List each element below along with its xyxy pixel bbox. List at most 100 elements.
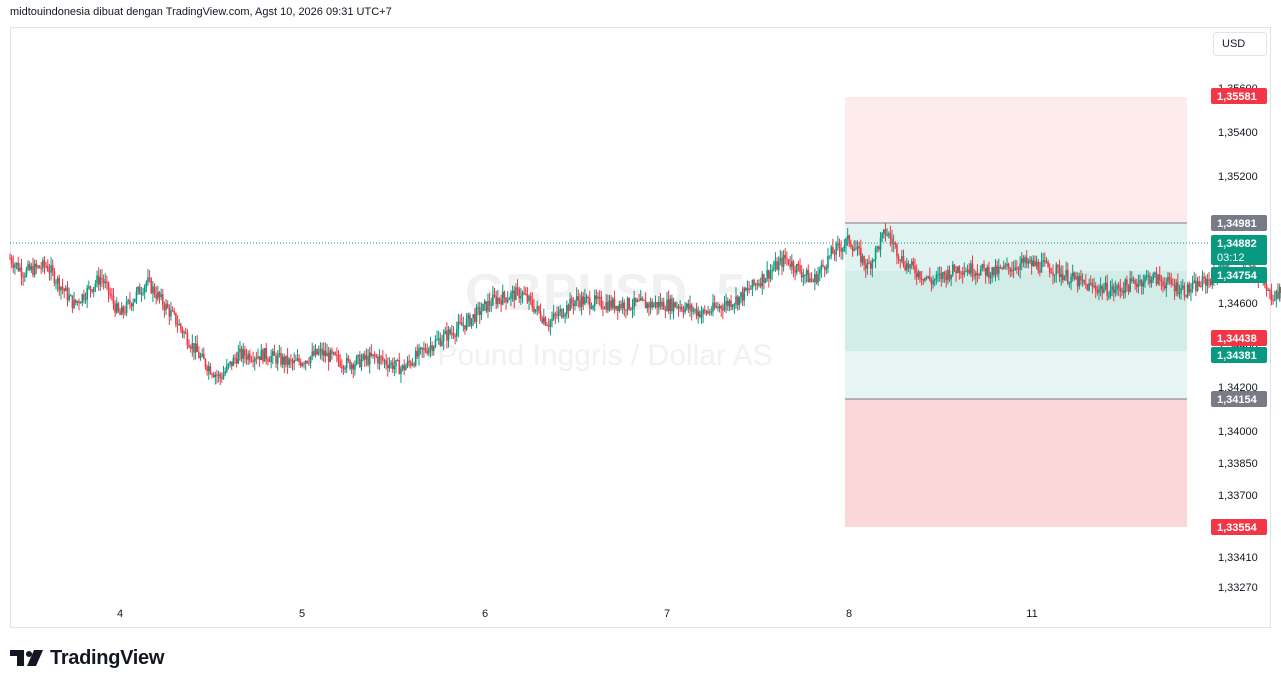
candle-body <box>198 351 200 359</box>
candle <box>229 360 231 368</box>
candle <box>104 273 107 289</box>
candle-body <box>298 358 300 362</box>
candle <box>1029 255 1031 264</box>
candle-body <box>848 235 851 244</box>
candle <box>86 284 88 308</box>
time-axis[interactable]: 4 5 6 7 8 11 <box>117 608 1038 620</box>
candle-body <box>293 360 295 364</box>
currency-button[interactable]: USD <box>1213 32 1267 56</box>
candle-body <box>817 274 819 283</box>
candle <box>134 298 136 303</box>
tradingview-logo[interactable]: TradingView <box>10 646 164 670</box>
candle <box>1178 284 1181 299</box>
candle <box>915 264 918 285</box>
candle <box>373 351 376 365</box>
candle <box>603 305 606 310</box>
candle-body <box>572 303 575 307</box>
candle-body <box>25 269 28 277</box>
candle-body <box>651 301 654 308</box>
candle <box>1277 283 1279 300</box>
candle <box>428 346 430 357</box>
candle-body <box>1162 281 1164 286</box>
candle <box>1047 259 1049 268</box>
candle <box>974 270 977 285</box>
candle <box>1088 278 1090 292</box>
candle <box>1048 263 1051 278</box>
candle <box>365 348 368 367</box>
candle-body <box>244 349 246 357</box>
candle <box>469 312 471 328</box>
candle-body <box>444 330 447 334</box>
candle <box>1076 272 1079 293</box>
candle-body <box>181 328 184 334</box>
candle-body <box>529 296 532 300</box>
candle <box>227 363 230 370</box>
candle-body <box>1045 261 1048 263</box>
candle <box>589 290 591 316</box>
candle-body <box>173 310 176 313</box>
candle-body <box>372 354 374 356</box>
candle <box>930 277 933 292</box>
candle <box>636 298 639 303</box>
candle-body <box>196 343 199 352</box>
candle <box>991 266 994 283</box>
candle-body <box>1173 285 1176 292</box>
candle-body <box>309 356 312 363</box>
candle <box>861 253 864 266</box>
candle-body <box>342 366 345 370</box>
candle <box>298 354 300 366</box>
candle-body <box>32 266 34 276</box>
candle-body <box>137 286 139 292</box>
candle <box>400 365 402 383</box>
candle <box>349 359 351 371</box>
candle <box>950 274 952 287</box>
candle <box>94 280 97 293</box>
candle <box>676 301 678 310</box>
candle-body <box>549 320 552 327</box>
candle <box>1270 283 1273 306</box>
candle <box>531 292 534 312</box>
candle <box>309 355 312 369</box>
candle <box>1273 290 1276 302</box>
candle <box>68 287 70 303</box>
candle <box>431 341 433 357</box>
candle-body <box>419 347 422 349</box>
candle <box>63 287 66 299</box>
candle-body <box>850 243 852 247</box>
candle-body <box>73 299 75 309</box>
candle-body <box>878 246 880 250</box>
candle <box>820 260 823 278</box>
candle-body <box>1190 289 1192 293</box>
candle <box>738 296 741 310</box>
candle <box>1022 255 1025 268</box>
candle-body <box>145 282 148 287</box>
candle-body <box>554 313 557 315</box>
candle <box>510 290 512 307</box>
candle <box>567 303 570 319</box>
candle <box>1006 257 1008 271</box>
candle-body <box>9 258 11 260</box>
candle-body <box>464 325 466 330</box>
candle <box>970 260 972 277</box>
candle-body <box>209 366 212 375</box>
candle <box>263 347 266 362</box>
candle-body <box>620 304 622 308</box>
candle-body <box>408 360 410 363</box>
candle-body <box>1170 279 1173 284</box>
candle-body <box>382 357 384 361</box>
candle-body <box>671 298 673 312</box>
candle <box>661 297 663 310</box>
candle-body <box>1163 285 1166 289</box>
candle-body <box>689 304 691 310</box>
position-tool[interactable] <box>10 97 1210 527</box>
candle-body <box>963 271 966 275</box>
price-badges: 1,355811,349811,3488203:121,347541,34438… <box>1211 88 1267 535</box>
candle <box>294 354 297 362</box>
candle <box>145 280 148 293</box>
candle <box>653 301 655 308</box>
candle <box>1027 258 1030 269</box>
candle-body <box>1183 285 1186 296</box>
candle-body <box>626 297 629 311</box>
candle-body <box>423 348 425 350</box>
